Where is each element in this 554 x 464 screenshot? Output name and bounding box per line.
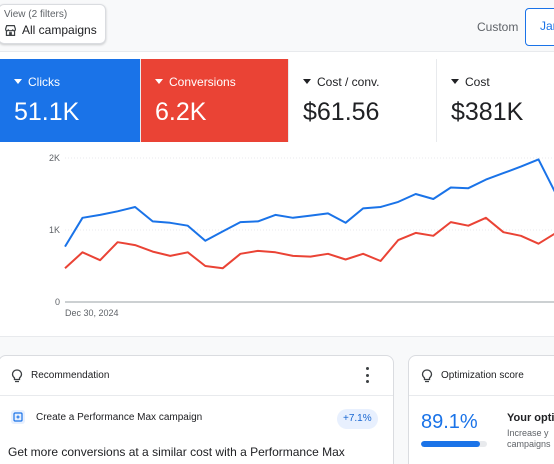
metric-name: Conversions: [169, 75, 236, 89]
optimization-header: Optimization score: [409, 356, 554, 396]
caret-down-icon: [303, 79, 311, 84]
view-caption: View (2 filters): [4, 9, 68, 20]
optimization-subtitle: Increase y campaigns: [507, 428, 551, 449]
recommendation-card: Recommendation Create a Performance Max …: [0, 355, 394, 464]
recommendation-item[interactable]: Create a Performance Max campaign: [11, 410, 381, 424]
metric-value: 51.1K: [14, 98, 80, 126]
optimization-score-value: 89.1%: [421, 411, 478, 433]
metric-card-cost-per-conv[interactable]: Cost / conv. $61.56: [289, 59, 437, 142]
optimization-score-fill: [421, 441, 480, 447]
top-bar: View (2 filters) All campaigns Custom Ja…: [0, 0, 554, 52]
y-tick-label: 2K: [49, 153, 60, 163]
caret-down-icon: [14, 79, 22, 84]
view-selector[interactable]: View (2 filters) All campaigns: [0, 4, 106, 44]
more-options-icon[interactable]: [365, 367, 369, 383]
metric-value: 6.2K: [155, 98, 207, 126]
uplift-badge: +7.1%: [337, 409, 378, 429]
optimization-score-bar: [421, 441, 487, 447]
performance-chart: 0 1K 2K Dec 30, 2024: [49, 153, 554, 318]
card-title: Optimization score: [441, 370, 524, 381]
optimization-title: Your opti: [507, 412, 554, 424]
metric-name: Cost: [465, 75, 490, 89]
optimization-score-card: Optimization score 89.1% Your opti Incre…: [408, 355, 554, 464]
metric-value: $381K: [451, 98, 524, 126]
store-icon: [5, 24, 16, 36]
lightbulb-icon: [11, 368, 23, 382]
caret-down-icon: [451, 79, 459, 84]
recommendation-header: Recommendation: [0, 356, 393, 396]
series-line-clicks: [64, 158, 554, 248]
x-tick-label: Dec 30, 2024: [65, 308, 119, 318]
metric-card-conversions[interactable]: Conversions 6.2K: [141, 59, 289, 142]
y-tick-label: 1K: [49, 225, 60, 235]
recommendation-description: Get more conversions at a similar cost w…: [8, 445, 359, 464]
metric-card-cost[interactable]: Cost $381K: [437, 59, 554, 142]
metric-cards: Clicks 51.1K Conversions 6.2K Cost / con…: [0, 59, 554, 142]
metric-value: $61.56: [303, 98, 380, 126]
lightbulb-icon: [421, 368, 433, 382]
recommendation-name: Create a Performance Max campaign: [36, 411, 203, 423]
y-tick-label: 0: [55, 297, 60, 307]
performance-max-icon: [11, 410, 25, 424]
metric-name: Cost / conv.: [317, 75, 380, 89]
series-line-conversions: [64, 216, 554, 270]
date-preset[interactable]: Custom: [477, 20, 519, 34]
metric-name: Clicks: [28, 75, 60, 89]
metric-card-clicks[interactable]: Clicks 51.1K: [0, 59, 141, 142]
caret-down-icon: [155, 79, 163, 84]
date-range-button[interactable]: Jan: [525, 8, 554, 46]
card-title: Recommendation: [31, 370, 110, 381]
view-value: All campaigns: [22, 23, 97, 37]
